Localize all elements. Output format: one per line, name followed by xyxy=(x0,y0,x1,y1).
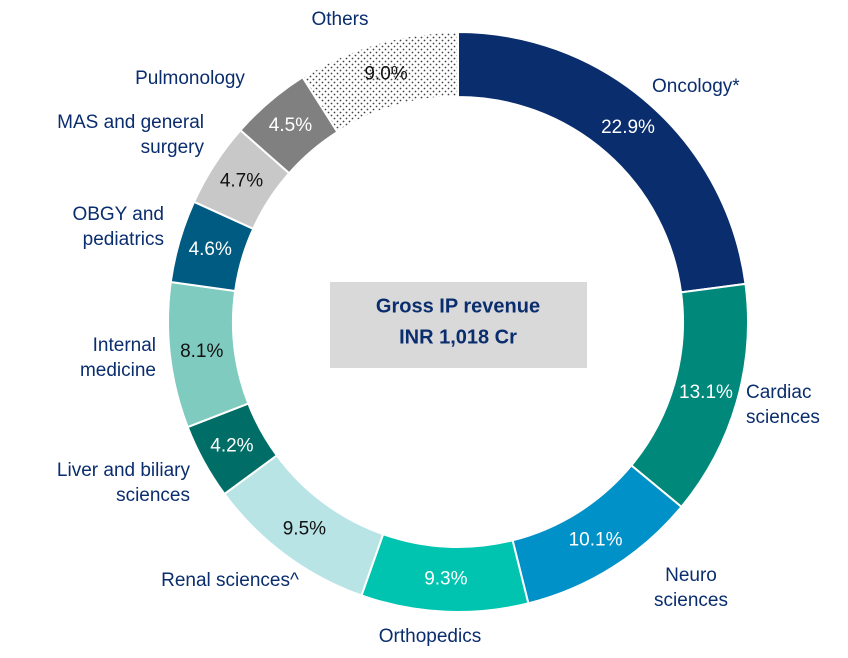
value-label: 4.2% xyxy=(210,435,253,456)
value-label: 4.5% xyxy=(269,115,312,136)
category-label: Renal sciences^ xyxy=(161,570,299,591)
category-label: Cardiac sciences xyxy=(746,382,820,428)
value-label: 9.5% xyxy=(283,518,326,539)
category-label: Internal medicine xyxy=(79,335,156,381)
value-label: 9.0% xyxy=(364,63,407,84)
category-label: Pulmonology xyxy=(135,68,245,89)
value-label: 13.1% xyxy=(679,382,733,403)
value-label: 10.1% xyxy=(569,529,623,550)
donut-segment xyxy=(457,30,747,294)
category-label: Liver and biliary sciences xyxy=(56,460,190,506)
donut-segment xyxy=(301,30,459,134)
value-label: 4.7% xyxy=(220,171,263,192)
value-label: 4.6% xyxy=(189,239,232,260)
center-label: Gross IP revenue xyxy=(376,295,540,317)
category-label: Orthopedics xyxy=(378,626,482,647)
center-box xyxy=(330,282,587,368)
category-label: Oncology* xyxy=(652,76,740,97)
category-label: MAS and general surgery xyxy=(57,112,204,158)
value-label: 8.1% xyxy=(180,341,223,362)
category-label: OBGY and pediatrics xyxy=(72,204,164,250)
value-label: 22.9% xyxy=(601,117,655,138)
category-label: Others xyxy=(311,9,369,30)
center-label: INR 1,018 Cr xyxy=(399,326,517,348)
category-label: Neuro sciences xyxy=(654,565,728,611)
value-label: 9.3% xyxy=(424,569,467,590)
